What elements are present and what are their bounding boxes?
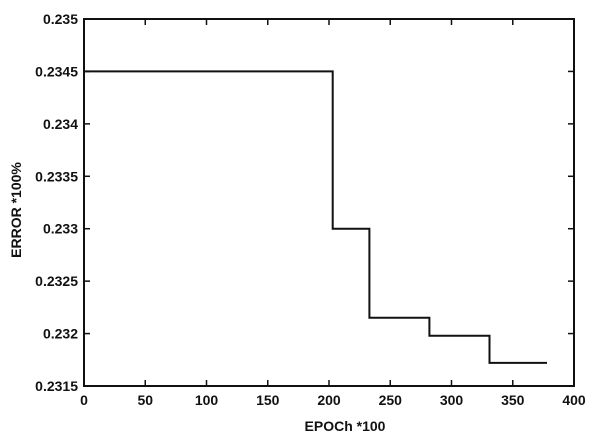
y-axis: 0.2315 0.232 0.2325 0.233 0.2335 0.234 0.2345 0… xyxy=(35,11,574,394)
plot-frame xyxy=(83,18,575,387)
x-tick-label: 200 xyxy=(317,392,341,408)
x-tick-label: 350 xyxy=(501,392,525,408)
plot-area xyxy=(83,18,575,387)
y-tick-label: 0.234 xyxy=(43,116,78,132)
y-tick-label: 0.232 xyxy=(43,326,78,342)
series-layer xyxy=(84,70,547,364)
y-tick-label: 0.2335 xyxy=(35,168,78,184)
x-tick-label: 250 xyxy=(379,392,403,408)
y-tick-label: 0.2315 xyxy=(35,378,78,394)
y-tick-label: 0.233 xyxy=(43,221,78,237)
y-axis-title: ERROR *100% xyxy=(8,162,24,258)
x-axis-title: EPOCh *100 xyxy=(305,418,386,434)
x-tick-label: 100 xyxy=(195,392,219,408)
x-tick-label: 150 xyxy=(256,392,280,408)
y-tick-label: 0.2345 xyxy=(35,63,78,79)
y-tick-label: 0.235 xyxy=(43,11,78,27)
x-tick-label: 400 xyxy=(562,392,586,408)
x-tick-label: 300 xyxy=(440,392,464,408)
y-tick-label: 0.2325 xyxy=(35,273,78,289)
x-tick-label: 0 xyxy=(80,392,88,408)
x-tick-label: 50 xyxy=(137,392,153,408)
series-line xyxy=(84,70,547,364)
x-axis: 0 50 100 150 200 250 300 350 400 xyxy=(80,19,586,408)
